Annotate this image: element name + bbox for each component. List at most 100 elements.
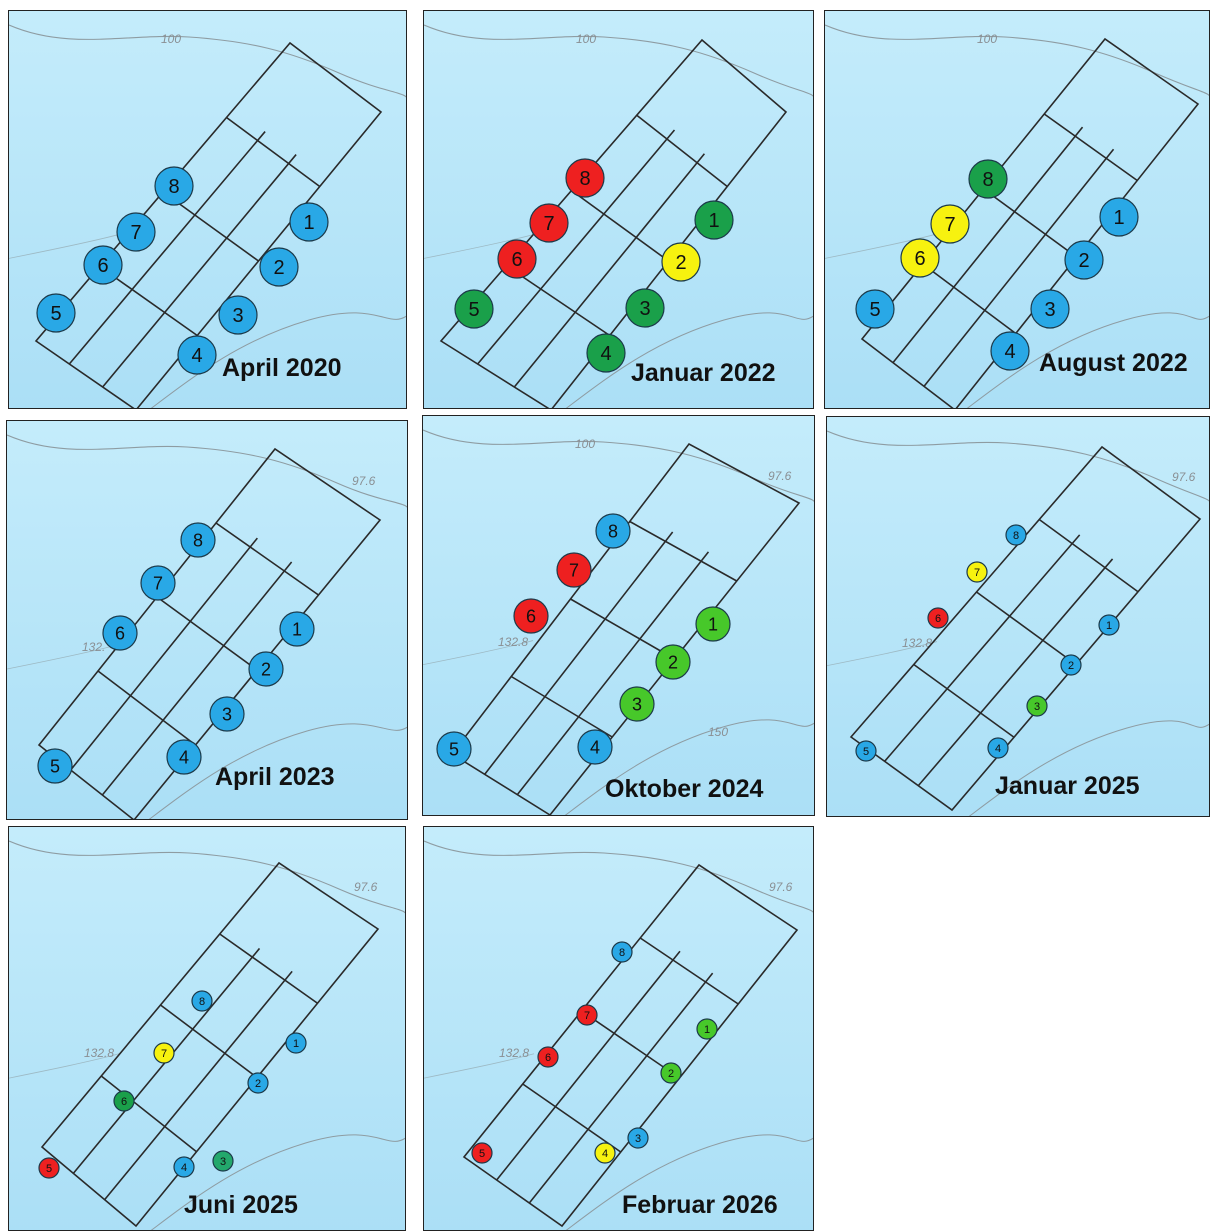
- marker-circle: [968, 159, 1008, 199]
- marker-6: 6: [537, 1046, 559, 1068]
- contour-label: 97.6: [354, 880, 378, 894]
- marker-7: 7: [576, 1004, 598, 1026]
- marker-4: 4: [177, 335, 217, 375]
- marker-label: 6: [914, 248, 925, 270]
- marker-label: 6: [935, 613, 941, 625]
- panel-title: April 2023: [215, 763, 335, 791]
- marker-circle: [212, 1150, 234, 1172]
- parcel-grid: [40, 861, 380, 1228]
- marker-label: 4: [995, 743, 1001, 755]
- marker-label: 2: [1068, 660, 1074, 672]
- contour-label: 97.6: [768, 469, 792, 483]
- map-panel: 100 1 2 3 4 5 6 7 8 Januar 2022: [423, 10, 814, 409]
- marker-2: 2: [1060, 654, 1082, 676]
- panel-title: Januar 2022: [631, 359, 776, 387]
- marker-1: 1: [694, 200, 734, 240]
- contour-line: [827, 641, 938, 667]
- map-canvas: 97.6 132. 1 2 3 4 5 6 7 8: [7, 421, 407, 819]
- map-panel: 97.6 132.8 1 2 3 4 5 6 7 8 Februar 2026: [423, 826, 814, 1231]
- marker-5: 5: [855, 740, 877, 762]
- marker-label: 3: [635, 1133, 641, 1145]
- map-canvas: 100 1 2 3 4 5 67 8: [9, 11, 406, 408]
- contour-line: [423, 429, 814, 503]
- contour-label: 97.6: [769, 880, 793, 894]
- marker-2: 2: [259, 247, 299, 287]
- marker-circle: [153, 1042, 175, 1064]
- marker-circle: [38, 1157, 60, 1179]
- contour-line: [7, 644, 118, 670]
- marker-4: 4: [586, 333, 626, 373]
- marker-label: 8: [1013, 530, 1019, 542]
- marker-circle: [855, 289, 895, 329]
- contour-line: [9, 234, 120, 259]
- marker-4: 4: [987, 737, 1009, 759]
- map-panel: 100 1 2 3 4 5 6 7 8 August 2022: [824, 10, 1210, 409]
- panel-title: April 2020: [222, 354, 342, 382]
- marker-7: 7: [966, 561, 988, 583]
- marker-circle: [1098, 614, 1120, 636]
- marker-circle: [259, 247, 299, 287]
- map-panel: 97.6 132. 1 2 3 4 5 6 7 8 April 2023: [6, 420, 408, 820]
- marker-8: 8: [180, 522, 216, 558]
- marker-7: 7: [116, 212, 156, 252]
- marker-label: 5: [869, 299, 880, 321]
- panel-title: August 2022: [1039, 349, 1188, 377]
- map-panel: 100 1 2 3 4 5 6 7 8 April 2020: [8, 10, 407, 409]
- marker-6: 6: [113, 1090, 135, 1112]
- water-background: [827, 417, 1209, 816]
- contour-line: [423, 640, 534, 666]
- marker-label: 5: [863, 746, 869, 758]
- marker-5: 5: [37, 748, 73, 784]
- marker-5: 5: [38, 1157, 60, 1179]
- marker-2: 2: [1064, 240, 1104, 280]
- marker-circle: [113, 1090, 135, 1112]
- marker-circle: [594, 1142, 616, 1164]
- contour-line: [150, 1134, 405, 1230]
- marker-label: 7: [944, 214, 955, 236]
- marker-label: 3: [639, 298, 650, 320]
- marker-label: 8: [619, 947, 625, 959]
- marker-circle: [655, 644, 691, 680]
- contour-line: [564, 719, 814, 815]
- contour-line: [424, 234, 535, 259]
- marker-circle: [660, 1062, 682, 1084]
- marker-label: 3: [232, 305, 243, 327]
- marker-1: 1: [695, 606, 731, 642]
- marker-circle: [436, 731, 472, 767]
- marker-3: 3: [619, 686, 655, 722]
- marker-5: 5: [855, 289, 895, 329]
- marker-circle: [577, 729, 613, 765]
- marker-1: 1: [1099, 197, 1139, 237]
- marker-label: 5: [46, 1163, 52, 1175]
- marker-circle: [576, 1004, 598, 1026]
- marker-2: 2: [655, 644, 691, 680]
- marker-label: 2: [255, 1078, 261, 1090]
- marker-label: 3: [222, 704, 232, 724]
- contour-label: 150: [708, 725, 728, 739]
- marker-circle: [140, 565, 176, 601]
- parcel-grid: [860, 37, 1200, 408]
- contour-line: [7, 434, 407, 508]
- marker-5: 5: [36, 293, 76, 333]
- marker-circle: [627, 1127, 649, 1149]
- contour-label: 100: [576, 32, 596, 46]
- marker-5: 5: [454, 289, 494, 329]
- contour-line: [150, 312, 406, 408]
- marker-3: 3: [1030, 289, 1070, 329]
- water-background: [423, 416, 814, 815]
- marker-label: 5: [50, 303, 61, 325]
- contour-line: [565, 1134, 813, 1230]
- marker-label: 5: [468, 299, 479, 321]
- marker-label: 2: [668, 1068, 674, 1080]
- contour-line: [9, 840, 405, 914]
- marker-circle: [595, 513, 631, 549]
- marker-circle: [279, 611, 315, 647]
- contour-line: [966, 312, 1209, 408]
- marker-6: 6: [497, 239, 537, 279]
- marker-8: 8: [611, 941, 633, 963]
- map-canvas: 97.6 132.8 1 2 3 4 5 6 7 8: [424, 827, 813, 1230]
- marker-circle: [987, 737, 1009, 759]
- marker-label: 8: [168, 176, 179, 198]
- contour-label: 132.8: [498, 635, 528, 649]
- marker-label: 2: [675, 252, 686, 274]
